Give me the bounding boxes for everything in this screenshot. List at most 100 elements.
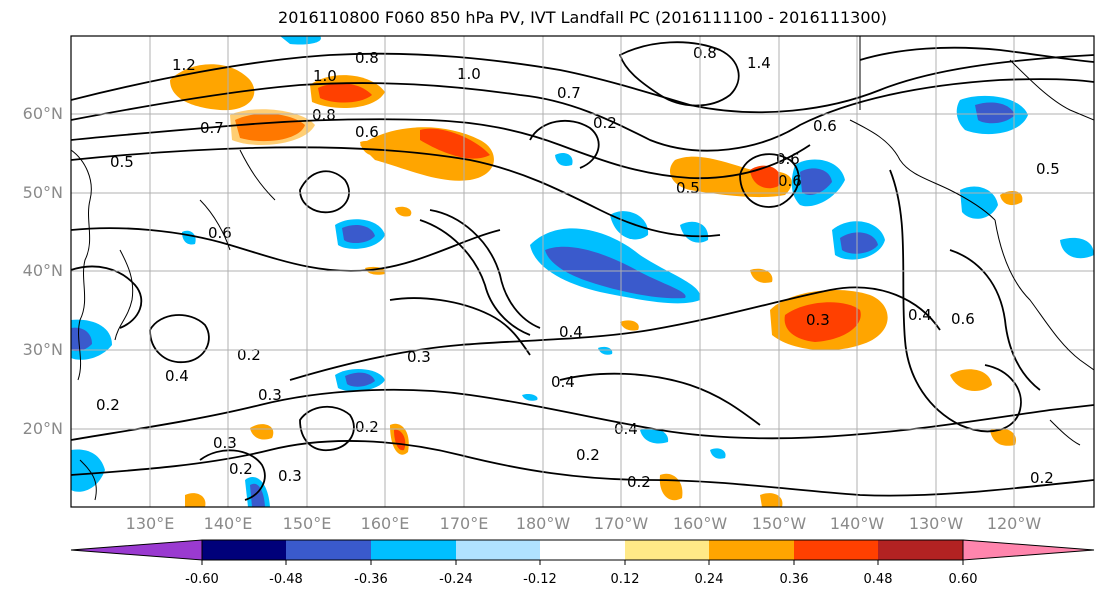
negative-anomaly <box>800 168 832 195</box>
contour-label: 0.5 <box>110 153 134 171</box>
negative-anomaly <box>182 230 196 245</box>
contour-label: 0.3 <box>806 311 830 329</box>
negative-anomaly <box>710 448 726 459</box>
positive-anomaly <box>659 473 683 501</box>
lon-label: 160°E <box>360 514 410 533</box>
colorbar-tick-label: 0.12 <box>610 572 640 587</box>
positive-anomaly <box>360 140 381 156</box>
colorbar-segment <box>456 540 540 560</box>
colorbar-tick-label: 0.24 <box>694 572 724 587</box>
colorbar-segment <box>202 540 286 560</box>
positive-anomaly <box>750 268 773 283</box>
lat-label: 60°N <box>22 104 63 123</box>
colorbar-segment <box>709 540 794 560</box>
contour-label: 0.3 <box>258 386 282 404</box>
positive-anomaly <box>784 302 861 342</box>
colorbar-segment <box>540 540 625 560</box>
negative-anomaly <box>250 483 265 507</box>
lon-label: 170°W <box>593 514 649 533</box>
contour-label: 0.6 <box>813 117 837 135</box>
lon-label: 120°W <box>986 514 1042 533</box>
pv-contours <box>71 41 1094 501</box>
negative-anomaly <box>545 246 686 299</box>
lon-label: 180°W <box>515 514 571 533</box>
negative-anomaly <box>610 211 649 240</box>
colorbar-segment <box>794 540 878 560</box>
contour-label: 0.6 <box>951 310 975 328</box>
negative-anomaly <box>555 153 573 166</box>
negative-anomaly <box>71 449 105 492</box>
colorbar-segment <box>625 540 709 560</box>
colorbar-tick-label: -0.36 <box>354 572 388 587</box>
contour-label: 0.4 <box>908 306 932 324</box>
lon-label: 140°E <box>203 514 253 533</box>
graticule <box>71 36 1094 507</box>
lat-label: 50°N <box>22 183 63 202</box>
map-title: 2016110800 F060 850 hPa PV, IVT Landfall… <box>278 8 887 27</box>
contour-label: 0.7 <box>557 84 581 102</box>
colorbar-tick-label: -0.12 <box>523 572 557 587</box>
positive-anomaly <box>990 428 1016 446</box>
negative-anomaly <box>598 346 613 355</box>
contour-label: 0.4 <box>165 367 189 385</box>
colorbar-tick-label: -0.60 <box>185 572 219 587</box>
negative-anomaly <box>680 221 709 243</box>
contour-label: 0.4 <box>551 373 575 391</box>
colorbar-segment <box>371 540 456 560</box>
contour-label: 0.2 <box>576 446 600 464</box>
negative-anomaly <box>960 186 998 219</box>
contour-label: 0.8 <box>355 49 379 67</box>
positive-anomaly <box>420 128 490 159</box>
contour-label: 0.5 <box>1036 160 1060 178</box>
positive-anomaly <box>950 369 992 391</box>
colorbar-tick-label: 0.36 <box>779 572 809 587</box>
contour-label: 1.4 <box>747 54 771 72</box>
map-frame <box>70 35 1095 508</box>
lon-label: 130°E <box>125 514 175 533</box>
negative-anomaly <box>840 232 878 254</box>
lon-label: 160°W <box>672 514 728 533</box>
contour-labels: 1.2 1.0 0.8 1.0 0.8 1.4 0.7 0.2 0.7 0.8 … <box>96 44 1060 491</box>
positive-anomaly <box>318 83 372 103</box>
contour-label: 0.6 <box>355 123 379 141</box>
colorbar-extension-low <box>70 539 203 561</box>
contour-label: 1.0 <box>457 65 481 83</box>
negative-anomaly <box>71 327 92 352</box>
contour-label: 0.2 <box>229 460 253 478</box>
lon-label: 150°W <box>751 514 807 533</box>
colorbar-tick-label: -0.48 <box>269 572 303 587</box>
negative-anomaly <box>640 428 669 444</box>
coastlines <box>71 36 1094 501</box>
contour-label: 0.2 <box>593 114 617 132</box>
contour-label: 0.6 <box>776 150 800 168</box>
colorbar-tick-label: -0.24 <box>439 572 473 587</box>
positive-anomaly <box>250 424 274 440</box>
contour-label: 0.2 <box>96 396 120 414</box>
lon-label: 140°W <box>829 514 885 533</box>
positive-anomaly <box>1000 190 1023 206</box>
lat-label: 30°N <box>22 340 63 359</box>
contour-label: 0.4 <box>559 323 583 341</box>
contour-label: 0.6 <box>208 224 232 242</box>
contour-label: 0.7 <box>200 119 224 137</box>
lon-label: 150°E <box>282 514 332 533</box>
contour-label: 0.8 <box>312 106 336 124</box>
positive-anomaly <box>620 320 639 331</box>
contour-label: 0.6 <box>778 172 802 190</box>
contour-label: 0.3 <box>213 434 237 452</box>
colorbar <box>70 539 1095 565</box>
colorbar-tick-label: 0.60 <box>948 572 978 587</box>
contour-label: 0.3 <box>407 348 431 366</box>
positive-anomaly <box>395 206 412 217</box>
negative-anomaly <box>345 372 375 387</box>
contour-label: 0.8 <box>693 44 717 62</box>
contour-label: 0.2 <box>1030 469 1054 487</box>
negative-anomaly <box>1060 237 1094 259</box>
colorbar-segment <box>878 540 963 560</box>
positive-anomaly <box>230 109 315 145</box>
positive-anomaly <box>750 165 781 189</box>
contour-label: 1.0 <box>313 67 337 85</box>
colorbar-tick-label: 0.48 <box>863 572 893 587</box>
colorbar-extension-high <box>962 539 1095 561</box>
contour-label: 0.2 <box>355 418 379 436</box>
